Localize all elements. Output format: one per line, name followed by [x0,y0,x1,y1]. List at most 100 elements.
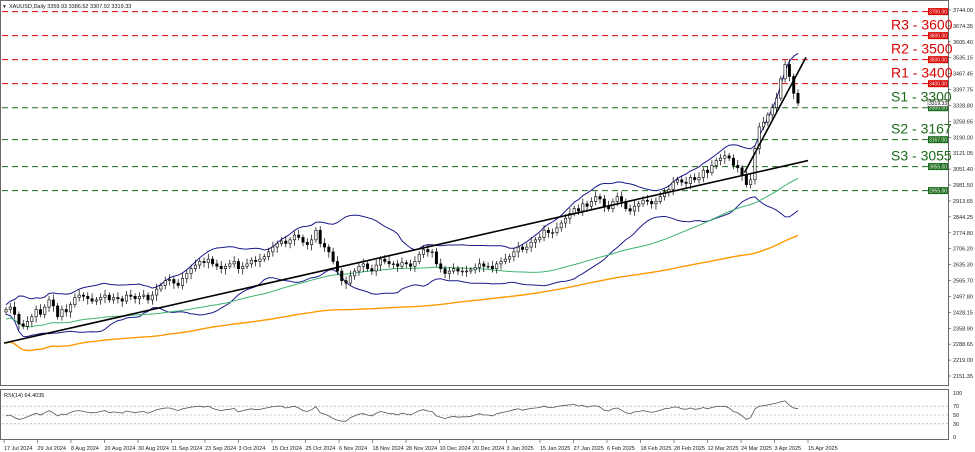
price-tick-label: 2219.00 [953,358,973,364]
candle-body [576,208,580,212]
candle-body [366,263,370,269]
candle-body [340,270,344,281]
candle-body [8,306,12,310]
bollinger-bands [5,52,799,338]
time-tick-label: 27 Jan 2025 [574,446,604,452]
candle-body [112,297,116,301]
candle-body [456,268,460,272]
candle-body [47,299,51,308]
rsi-line [5,400,799,422]
time-tick-label: 10 Dec 2024 [440,446,471,452]
candle-body [146,294,150,301]
price-tick-label: 3051.40 [953,167,973,173]
chart-header-icon: ▾ [3,4,6,10]
candle-body [684,181,688,184]
candle-body [38,309,42,315]
candle-body [465,270,469,273]
time-tick-label: 28 Nov 2024 [406,446,437,452]
time-tick-label: 20 Aug 2024 [105,446,136,452]
candle-body [180,277,184,286]
price-tick-label: 3605.40 [953,40,973,46]
price-tick-label: 2358.90 [953,326,973,332]
level-price-tag-box [928,56,948,64]
candle-body [632,205,636,212]
candle-body [671,181,675,190]
level-labels: R3 - 3600 R2 - 3500 R1 - 3400 S1 - 3300 S2 -… [891,17,953,164]
price-tick-label: 2565.70 [953,279,973,285]
candle-body [94,299,98,302]
price-tick-label: 3121.05 [953,151,973,157]
time-tick-label: 24 Mar 2025 [741,446,772,452]
rsi-tick-label: 100 [953,391,962,397]
level-price-tag-box [928,163,948,171]
rsi-tick-label: 30 [953,422,959,428]
level-label: R1 - 3400 [891,65,953,81]
candle-body [559,222,563,229]
price-tick-label: 2981.50 [953,183,973,189]
candle-body [568,213,572,219]
time-tick-label: 28 Feb 2025 [674,446,705,452]
time-tick-label: 11 Sep 2024 [172,446,203,452]
candle-body [434,251,438,265]
trendline [743,56,807,173]
candle-body [697,177,701,181]
price-axis: 3744.00 3674.35 3605.40 3535.15 3467.45 3397.… [948,8,973,380]
level-price-tag: 2955.00 [929,189,947,195]
candle-body [641,199,645,205]
candle-body [749,179,753,185]
rsi-tick-label: 70 [953,404,959,410]
candle-body [211,258,215,265]
rsi-tick-label: 0 [953,435,956,441]
level-label: S2 - 3167 [891,121,952,137]
candle-body [73,297,77,306]
candle-body [594,196,598,202]
candle-body [615,196,619,202]
candle-body [753,148,757,181]
candle-body [391,263,395,265]
level-price-tag: 3700.00 [929,10,947,16]
candle-body [86,296,90,300]
candle-body [129,294,133,297]
candle-body [766,114,770,123]
candle-body [56,305,60,318]
candle-body [564,217,568,224]
candle-body [770,107,774,116]
candle-body [103,294,107,298]
level-price-tag-box [928,136,948,144]
level-price-tag: 3055.00 [929,165,947,171]
candle-body [551,232,555,234]
time-tick-label: 18 Nov 2024 [373,446,404,452]
candle-body [404,262,408,265]
time-tick-label: 15 Oct 2024 [272,446,302,452]
candle-body [374,264,378,272]
candle-body [417,253,421,262]
candle-body [215,263,219,267]
candle-body [21,323,25,327]
candle-body [64,309,68,313]
candle-body [521,246,525,250]
candle-body [219,265,223,269]
candle-body [792,76,796,94]
candle-body [361,263,365,267]
price-tick-label: 3535.15 [953,56,973,62]
candle-body [508,256,512,260]
candle-body [275,243,279,248]
candle-body [51,299,55,307]
candle-body [413,261,417,267]
time-tick-label: 29 Jul 2024 [38,446,66,452]
candle-body [710,165,714,173]
price-pane-frame [0,0,949,386]
price-tick-label: 2844.25 [953,215,973,221]
candle-body [90,298,94,302]
candle-body [787,64,791,77]
candle-body [426,249,430,253]
candle-body [469,269,473,272]
rsi-header-label: RSI(14) 64.4035 [4,393,44,399]
candle-body [546,229,550,233]
price-tick-label: 3744.00 [953,8,973,14]
candle-body [305,241,309,245]
current-price-tag: 3319.33 [929,101,947,107]
candle-body [202,261,206,263]
candle-body [236,261,240,269]
